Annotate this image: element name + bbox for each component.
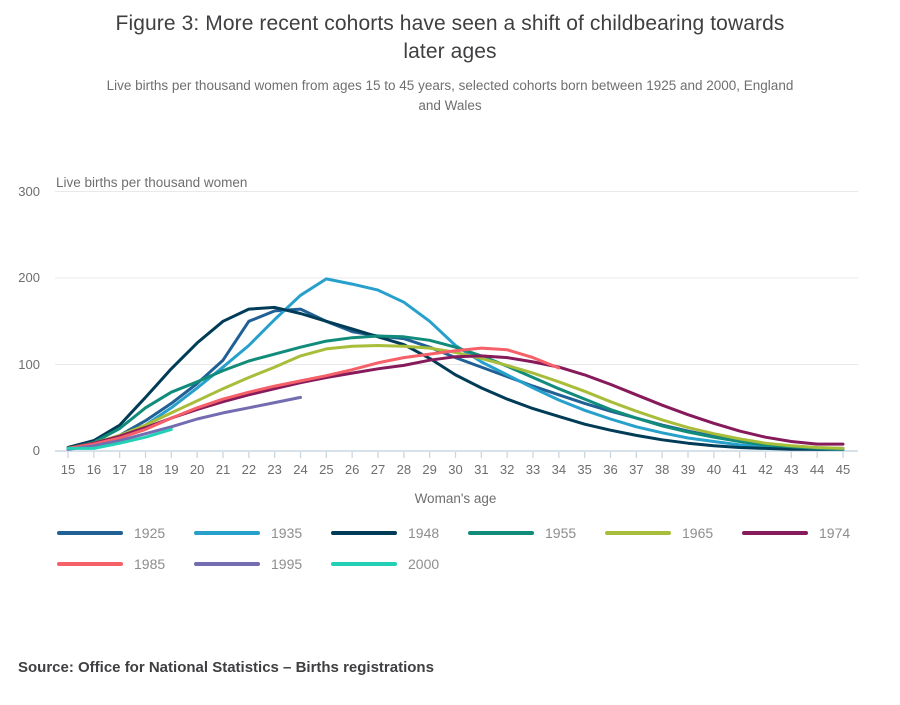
y-tick-label: 100 [18,356,40,372]
legend-swatch-icon [194,562,260,566]
series-line-1948 [66,305,845,451]
source-text: Source: Office for National Statistics –… [18,659,434,676]
x-tick-label: 40 [706,462,722,477]
title-line-1: Figure 3: More recent cohorts have seen … [115,12,785,35]
x-tick-label: 34 [551,462,567,477]
x-axis-title: Woman's age [414,491,497,506]
x-tick-label: 28 [396,462,412,477]
legend-item-label: 1985 [134,556,166,572]
series-line-1995 [66,395,302,451]
series-line-1965 [66,344,845,450]
series-line-1985 [66,346,561,450]
legend-item-1974: 1974 [742,524,879,542]
chart-legend: 1925 1935 1948 1955 1965 1974 1985 1995 2000 [57,524,887,573]
x-tick-label: 16 [86,462,102,477]
x-tick-label: 27 [370,462,386,477]
x-tick-label: 42 [758,462,773,477]
x-tick-label: 39 [680,462,696,477]
legend-item-1955: 1955 [468,524,605,542]
x-tick-label: 15 [60,462,76,477]
legend-item-label: 2000 [408,556,440,572]
legend-item-1985: 1985 [57,555,194,573]
x-tick-label: 17 [112,462,127,477]
legend-item-2000: 2000 [331,555,468,573]
x-tick-label: 37 [629,462,644,477]
series-line-1925 [66,307,845,450]
x-tick-label: 43 [784,462,799,477]
series-line-1935 [66,277,845,451]
x-tick-label: 25 [319,462,334,477]
x-tick-label: 19 [164,462,179,477]
x-tick-label: 22 [241,462,257,477]
legend-swatch-icon [331,562,397,566]
legend-item-1935: 1935 [194,524,331,542]
series-line-1974 [66,354,845,450]
x-tick-label: 30 [448,462,463,477]
y-axis-unit-label: Live births per thousand women [56,175,248,190]
x-tick-label: 33 [525,462,541,477]
legend-item-label: 1974 [819,525,851,541]
x-tick-label: 23 [267,462,282,477]
series-line-1955 [66,334,845,451]
legend-swatch-icon [468,531,534,535]
legend-item-1995: 1995 [194,555,331,573]
legend-item-label: 1995 [271,556,303,572]
x-tick-label: 41 [732,462,747,477]
x-tick-label: 38 [654,462,670,477]
x-tick-label: 29 [422,462,437,477]
page-title: Figure 3: More recent cohorts have seen … [30,10,870,66]
legend-swatch-icon [57,562,123,566]
x-tick-label: 20 [189,462,205,477]
x-tick-label: 21 [215,462,231,477]
x-tick-label: 35 [577,462,592,477]
y-tick-label: 0 [32,443,40,458]
x-tick-label: 18 [138,462,153,477]
legend-swatch-icon [57,531,123,535]
subtitle-line-2: and Wales [418,98,482,113]
legend-item-label: 1965 [682,525,714,541]
legend-swatch-icon [742,531,808,535]
y-tick-label: 200 [18,270,40,285]
x-tick-label: 26 [344,462,360,477]
x-tick-label: 32 [499,462,515,477]
legend-swatch-icon [331,531,397,535]
series-line-2000 [66,427,173,450]
legend-item-label: 1935 [271,525,303,541]
legend-item-1925: 1925 [57,524,194,542]
x-tick-label: 44 [809,462,825,477]
legend-swatch-icon [605,531,671,535]
title-line-2: later ages [403,40,497,63]
subtitle-line-1: Live births per thousand women from ages… [106,78,794,93]
legend-item-1948: 1948 [331,524,468,542]
legend-item-label: 1925 [134,525,166,541]
legend-swatch-icon [194,531,260,535]
y-tick-label: 300 [18,183,40,199]
legend-item-label: 1955 [545,525,577,541]
x-tick-label: 24 [293,462,308,477]
x-tick-label: 45 [835,462,851,477]
x-tick-label: 36 [603,462,618,477]
x-tick-label: 31 [474,462,489,477]
figure-subtitle: Live births per thousand women from ages… [30,76,870,116]
legend-item-1965: 1965 [605,524,742,542]
legend-item-label: 1948 [408,525,440,541]
